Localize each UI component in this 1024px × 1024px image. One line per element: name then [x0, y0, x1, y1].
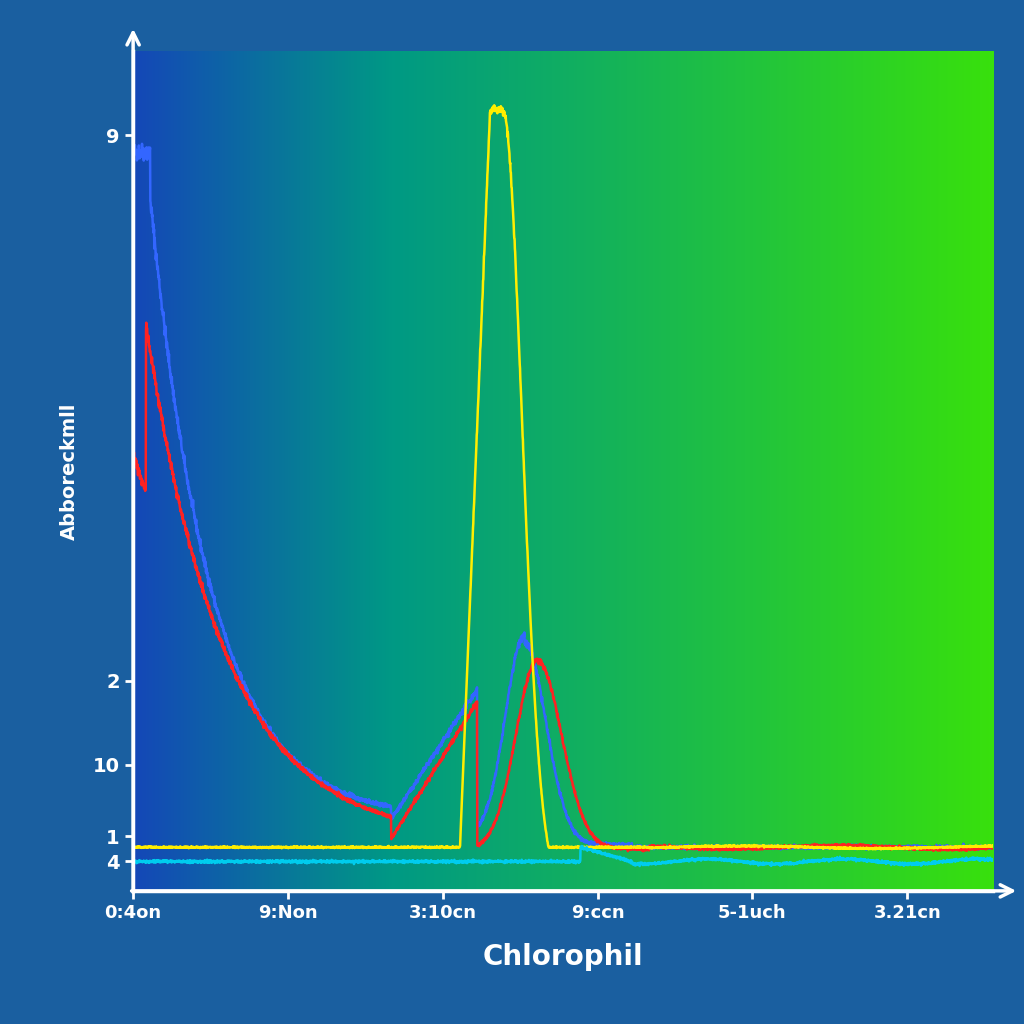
Y-axis label: Abboreckmll: Abboreckmll — [60, 402, 79, 540]
X-axis label: Chlorophil: Chlorophil — [483, 943, 643, 971]
